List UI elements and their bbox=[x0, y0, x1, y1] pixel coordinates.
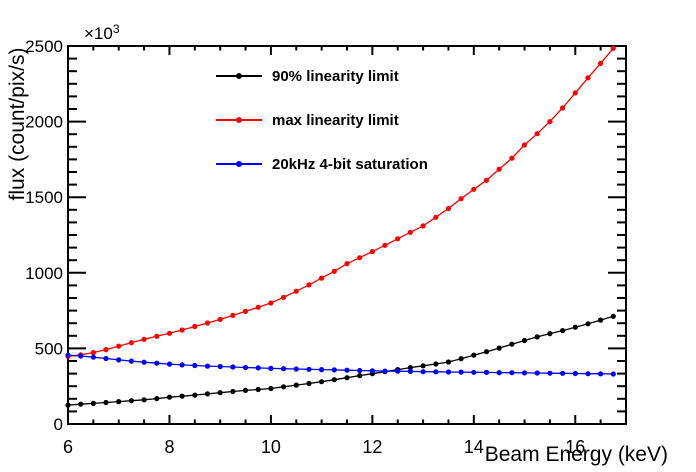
svg-text:2500: 2500 bbox=[25, 37, 63, 56]
legend-label: 90% linearity limit bbox=[272, 67, 399, 85]
svg-text:2000: 2000 bbox=[25, 113, 63, 132]
line-marker-icon bbox=[216, 159, 262, 169]
legend-label: max linearity limit bbox=[272, 111, 399, 129]
y-axis-title: flux (count/pix/s) bbox=[6, 47, 29, 201]
y-axis-exponent: ×103 bbox=[84, 22, 120, 44]
legend: 90% linearity limit max linearity limit … bbox=[216, 54, 428, 186]
line-marker-icon bbox=[216, 115, 262, 125]
x-axis-title: Beam Energy (keV) bbox=[484, 443, 668, 466]
legend-label: 20kHz 4-bit saturation bbox=[272, 155, 428, 173]
svg-text:0: 0 bbox=[54, 415, 63, 434]
svg-text:6: 6 bbox=[63, 437, 73, 457]
line-marker-icon bbox=[216, 71, 262, 81]
exponent-power: 3 bbox=[112, 22, 120, 36]
svg-text:12: 12 bbox=[362, 437, 382, 457]
svg-text:16: 16 bbox=[565, 437, 585, 457]
svg-text:14: 14 bbox=[464, 437, 484, 457]
svg-text:10: 10 bbox=[261, 437, 281, 457]
legend-entry: max linearity limit bbox=[216, 98, 428, 142]
legend-entry: 90% linearity limit bbox=[216, 54, 428, 98]
svg-text:1500: 1500 bbox=[25, 188, 63, 207]
svg-text:500: 500 bbox=[35, 339, 63, 358]
svg-text:1000: 1000 bbox=[25, 264, 63, 283]
legend-entry: 20kHz 4-bit saturation bbox=[216, 142, 428, 186]
svg-text:8: 8 bbox=[164, 437, 174, 457]
exponent-base: ×10 bbox=[84, 24, 113, 43]
